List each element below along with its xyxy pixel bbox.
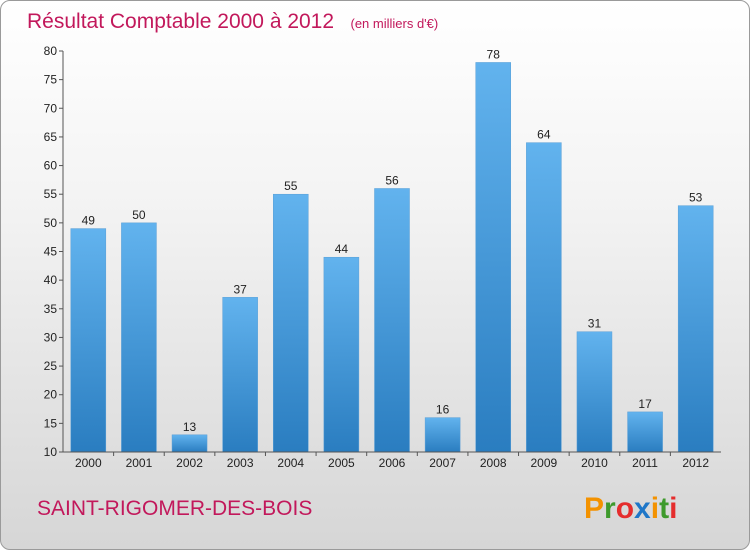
y-axis: 10 15 20 25 30 35 40 45 50 55 60 65 70 75 80 <box>44 44 64 459</box>
logo-letter: t <box>659 492 669 525</box>
x-tick-label-2001: 2001 <box>126 456 153 470</box>
y-tick-label: 50 <box>44 216 58 230</box>
bar-2008 <box>475 62 511 453</box>
x-axis: 2000 2001 2002 2003 2004 2005 2006 2007 2008 2009… <box>63 451 721 470</box>
value-label-2001: 50 <box>132 208 146 222</box>
value-label-2002: 13 <box>183 420 197 434</box>
bars-group: 49 50 13 37 55 44 56 16 78 64 31 17 53 <box>70 47 714 453</box>
bar-2010 <box>576 331 613 453</box>
bar-2012 <box>677 205 714 453</box>
value-label-2004: 55 <box>284 179 298 193</box>
value-label-2012: 53 <box>689 191 703 205</box>
x-tick-label-2002: 2002 <box>176 456 203 470</box>
x-tick-label-2006: 2006 <box>379 456 406 470</box>
x-tick-label-2011: 2011 <box>632 456 658 470</box>
bar-2011 <box>627 411 663 453</box>
chart-title: Résultat Comptable 2000 à 2012 (en milli… <box>27 10 438 33</box>
bar-2006 <box>374 188 410 453</box>
x-tick-label-2003: 2003 <box>227 456 254 470</box>
x-tick-label-2000: 2000 <box>75 456 102 470</box>
y-tick-label: 40 <box>44 273 58 287</box>
value-label-2003: 37 <box>233 282 247 296</box>
bar-2004 <box>273 193 309 453</box>
y-tick-label: 55 <box>44 187 58 201</box>
logo-letter: o <box>616 492 634 525</box>
logo-letter: P <box>584 492 604 525</box>
bar-2007 <box>424 417 461 453</box>
value-label-2011: 17 <box>638 397 652 411</box>
x-tick-label-2010: 2010 <box>581 456 608 470</box>
logo-letter: i <box>651 492 659 525</box>
bar-2000 <box>70 228 107 453</box>
y-tick-label: 10 <box>44 445 58 459</box>
value-label-2008: 78 <box>487 47 501 61</box>
x-tick-label-2012: 2012 <box>682 456 709 470</box>
x-tick-label-2007: 2007 <box>429 456 456 470</box>
bar-2001 <box>121 222 157 453</box>
y-tick-label: 35 <box>44 302 58 316</box>
logo-letter: i <box>669 492 677 525</box>
value-label-2009: 64 <box>537 128 551 142</box>
x-tick-label-2005: 2005 <box>328 456 355 470</box>
y-tick-label: 70 <box>44 101 58 115</box>
value-label-2010: 31 <box>588 317 602 331</box>
x-tick-label-2004: 2004 <box>277 456 304 470</box>
y-tick-label: 65 <box>44 130 58 144</box>
y-tick-label: 45 <box>44 245 58 259</box>
chart-title-unit: (en milliers d'€) <box>351 16 439 31</box>
logo-letter: r <box>604 492 616 525</box>
proxiti-logo: Proxiti <box>584 492 677 525</box>
y-tick-label: 75 <box>44 73 58 87</box>
logo-letter: x <box>634 492 651 525</box>
bar-2002 <box>171 434 208 453</box>
y-tick-label: 60 <box>44 159 58 173</box>
bar-2009 <box>526 142 562 453</box>
bar-2003 <box>222 297 258 453</box>
value-label-2000: 49 <box>82 214 96 228</box>
y-tick-label: 20 <box>44 388 58 402</box>
value-label-2006: 56 <box>385 173 399 187</box>
value-label-2007: 16 <box>436 403 450 417</box>
y-tick-label: 80 <box>44 44 58 58</box>
y-tick-label: 25 <box>44 359 58 373</box>
value-label-2005: 44 <box>335 242 349 256</box>
x-tick-label-2008: 2008 <box>480 456 507 470</box>
y-tick-label: 30 <box>44 330 58 344</box>
y-tick-label: 15 <box>44 416 58 430</box>
bar-2005 <box>323 256 360 453</box>
commune-name: SAINT-RIGOMER-DES-BOIS <box>37 497 312 520</box>
chart-title-main: Résultat Comptable 2000 à 2012 <box>27 10 334 33</box>
x-tick-label-2009: 2009 <box>530 456 557 470</box>
